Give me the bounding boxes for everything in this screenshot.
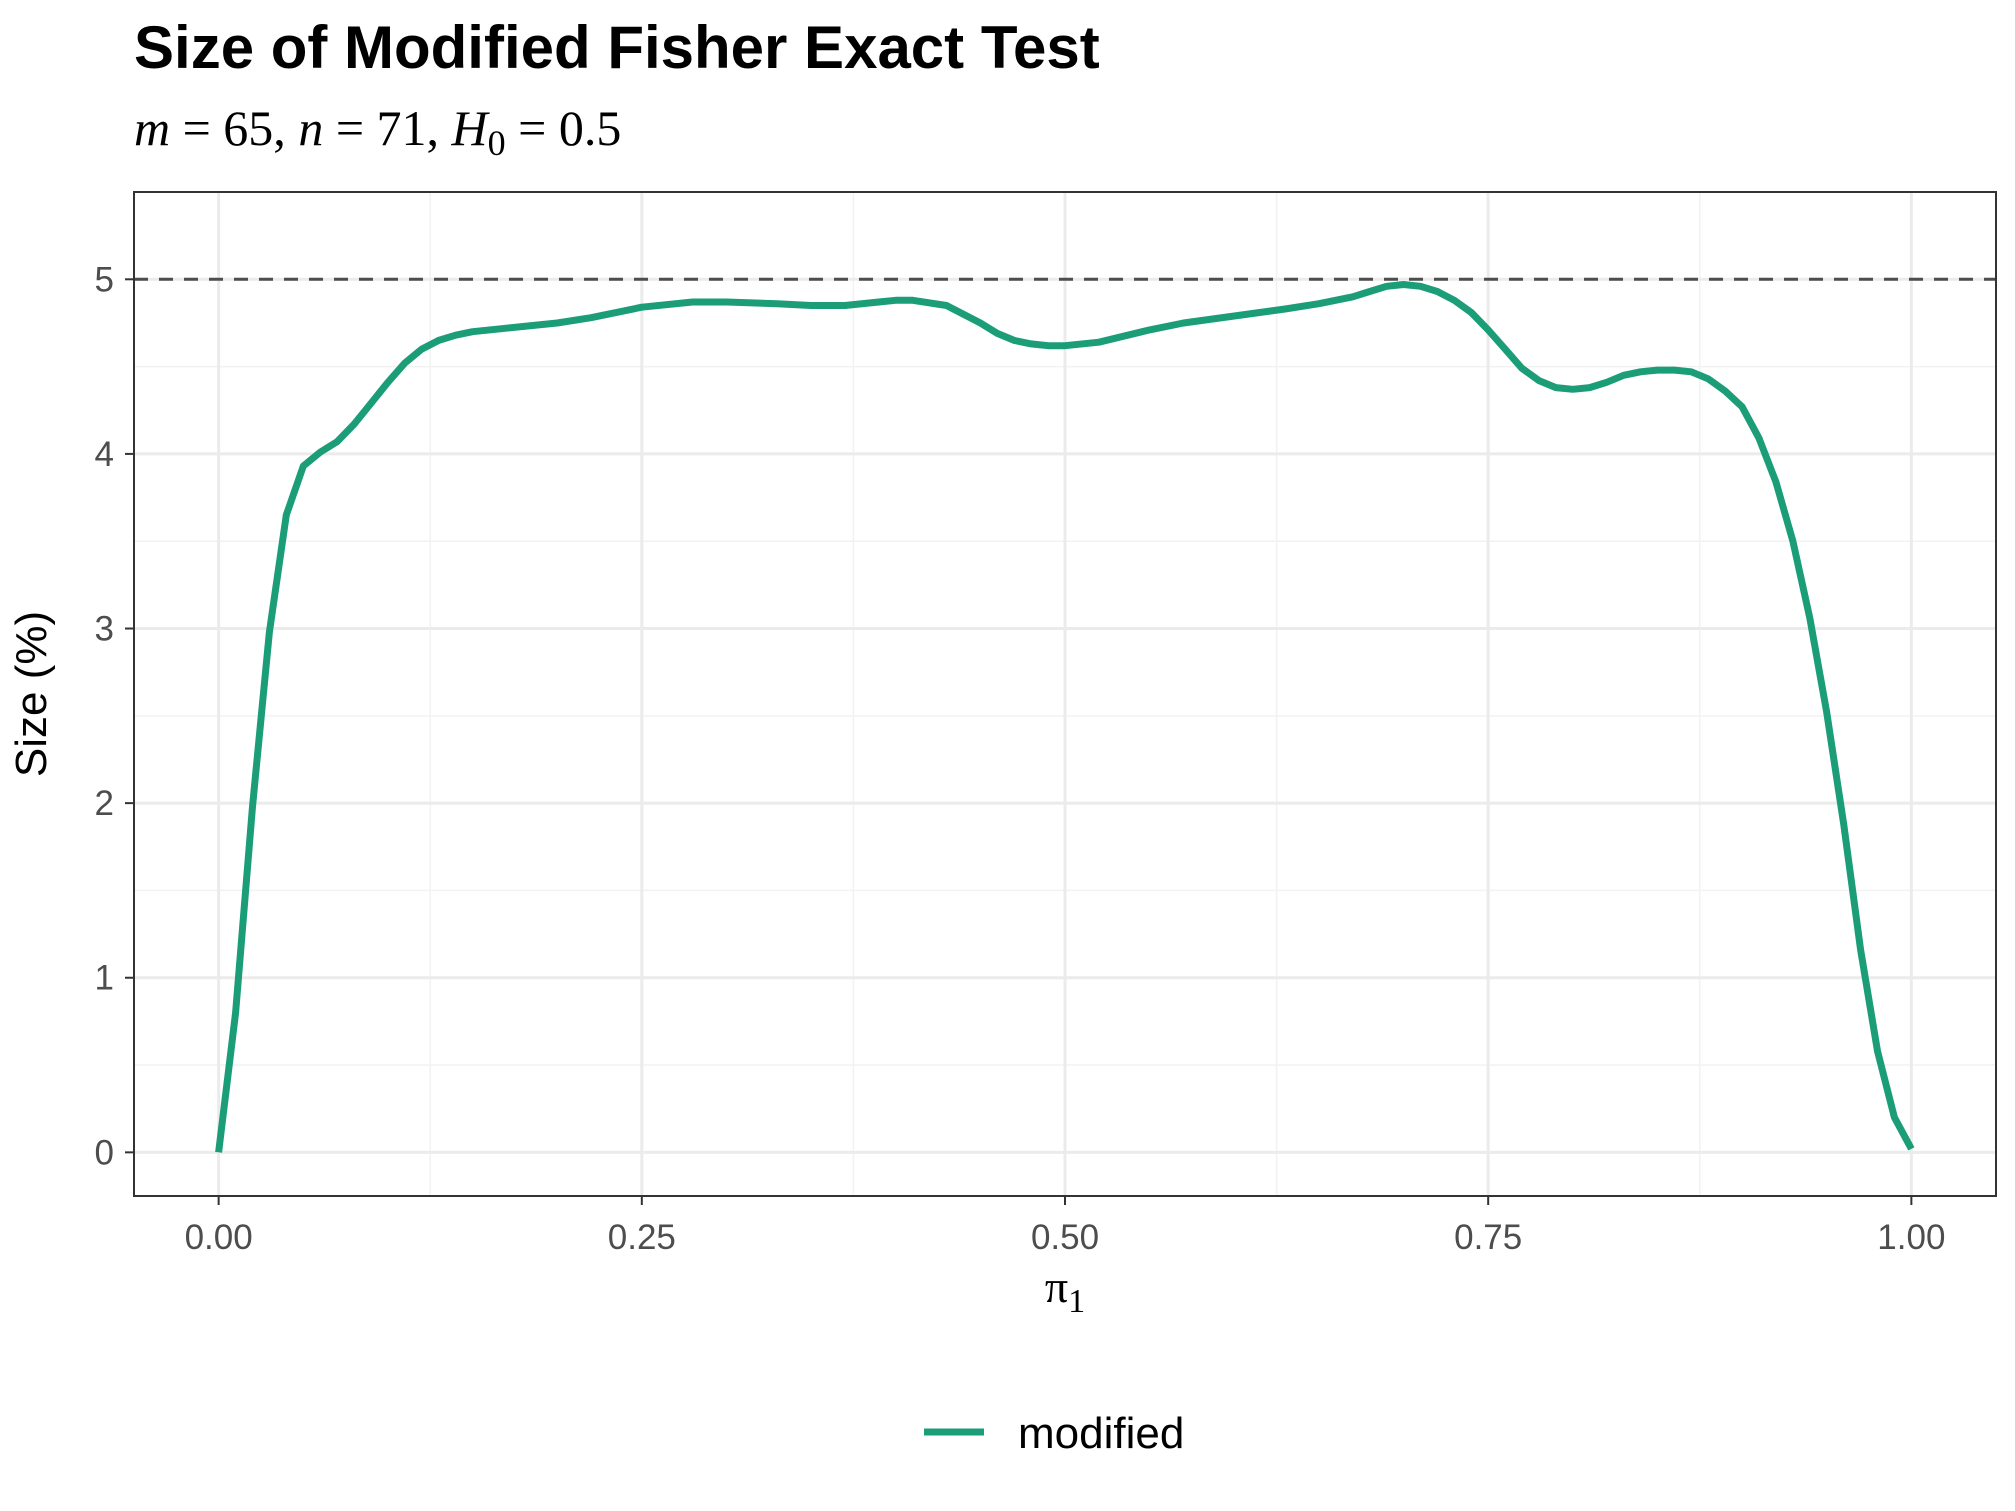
x-tick-label: 0.25 bbox=[608, 1218, 676, 1257]
y-tick-label: 5 bbox=[95, 260, 114, 299]
y-tick-label: 4 bbox=[95, 435, 114, 474]
x-tick-label: 0.50 bbox=[1031, 1218, 1099, 1257]
y-tick-label: 0 bbox=[95, 1133, 114, 1172]
x-axis-title: π1 bbox=[1045, 1261, 1085, 1320]
x-axis: 0.00 0.25 0.50 0.75 1.00 bbox=[185, 1196, 1945, 1257]
x-tick-label: 0.75 bbox=[1454, 1218, 1522, 1257]
y-axis-title: Size (%) bbox=[7, 611, 56, 777]
legend-label-modified: modified bbox=[1018, 1409, 1184, 1458]
subtitle-part-1: = 65, bbox=[170, 100, 298, 156]
y-axis: 0 1 2 3 4 5 bbox=[95, 260, 134, 1172]
x-axis-title-subscript: 1 bbox=[1068, 1283, 1085, 1320]
subtitle-part-0: m bbox=[134, 100, 170, 156]
x-tick-label: 1.00 bbox=[1877, 1218, 1945, 1257]
chart-title: Size of Modified Fisher Exact Test bbox=[134, 14, 1100, 81]
x-tick-label: 0.00 bbox=[185, 1218, 253, 1257]
subtitle-part-3: = 71, bbox=[323, 100, 451, 156]
legend: modified bbox=[924, 1409, 1184, 1458]
y-tick-label: 3 bbox=[95, 610, 114, 649]
subtitle-part-5: 0 bbox=[488, 123, 506, 163]
chart-subtitle: m = 65, n = 71, H0 = 0.5 bbox=[134, 100, 621, 163]
x-axis-title-main: π bbox=[1045, 1261, 1068, 1312]
subtitle-part-6: = 0.5 bbox=[506, 100, 622, 156]
y-tick-label: 2 bbox=[95, 784, 114, 823]
y-tick-label: 1 bbox=[95, 959, 114, 998]
subtitle-part-4: H bbox=[451, 100, 491, 156]
series-line-modified bbox=[215, 281, 1915, 1153]
subtitle-part-2: n bbox=[298, 100, 323, 156]
